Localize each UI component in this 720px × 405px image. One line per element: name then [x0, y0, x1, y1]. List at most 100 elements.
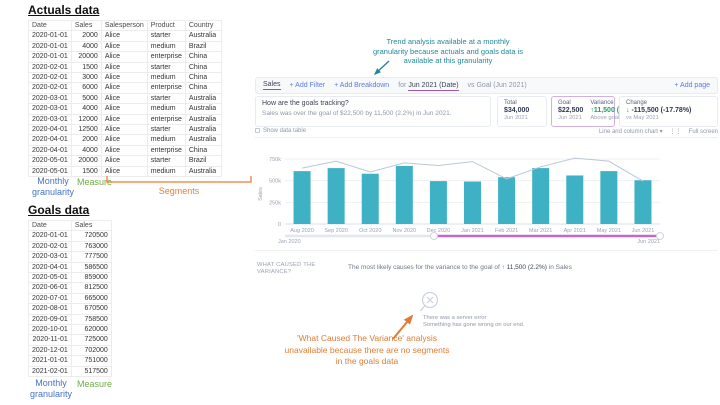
goals-table: Date Sales 2020-01-01 720500 2020-02-01 76300… [28, 219, 112, 378]
table-row: 2020-08-01 670500 [28, 303, 112, 315]
sales-bar[interactable] [429, 181, 447, 224]
table-row: 2020-01-01 20000 Alice enterprise China [28, 51, 222, 63]
app-toolbar: Sales + Add Filter + Add Breakdown for J… [255, 77, 718, 94]
x-tick-label: Apr 2021 [564, 228, 586, 234]
server-error-icon [420, 291, 439, 312]
chart-controls-row: Show data table Line and column chart ▾ … [255, 128, 718, 135]
actuals-segments-label: Segments [158, 186, 200, 196]
header-row: Date Sales Salesperson Product Country [28, 19, 222, 32]
table-row: 2020-03-01 4000 Alice medium Australia [28, 103, 222, 115]
y-tick-label: 250k [269, 200, 281, 206]
date-range-slider [285, 232, 664, 240]
sales-bar[interactable] [600, 171, 618, 224]
sales-bar[interactable] [361, 173, 379, 224]
table-row: 2020-02-01 3000 Alice medium China [28, 72, 222, 84]
column-header: Date [28, 219, 72, 232]
server-error-text: There was a server error Something has g… [423, 315, 525, 328]
sales-bar[interactable] [634, 180, 652, 224]
y-tick-label: 750k [269, 157, 281, 163]
table-row: 2020-02-01 6000 Alice enterprise China [28, 82, 222, 94]
kpi-change-card[interactable]: Change ↓ -115,500 (-17.78%) vs May 2021 [619, 96, 718, 127]
column-header: Sales [70, 219, 112, 232]
vs-goal-label[interactable]: vs Goal (Jun 2021) [467, 82, 527, 89]
table-row: 2021-02-01 517500 [28, 365, 112, 378]
chart-type-dropdown[interactable]: Line and column chart ▾ [598, 129, 663, 135]
add-breakdown-button[interactable]: + Add Breakdown [334, 82, 390, 89]
up-arrow-icon: ↑ [501, 264, 505, 271]
add-page-button[interactable]: + Add page [674, 82, 710, 89]
question-title: How are the goals tracking? [262, 100, 349, 107]
segments-bracket [106, 176, 252, 183]
variance-value: ↑11,500 (2.2%) [590, 107, 638, 114]
period-selector[interactable]: for Jun 2021 (Date) [398, 82, 459, 91]
grip-icon: ⋮⋮ [669, 129, 682, 135]
actuals-table: Date Sales Salesperson Product Country 2020-0… [28, 19, 222, 178]
table-row: 2020-05-01 20000 Alice starter Brazil [28, 155, 222, 167]
actuals-granularity-label: Monthly granularity [31, 176, 75, 197]
change-value: ↓ -115,500 (-17.78%) [626, 107, 692, 114]
goals-granularity-label: Monthly granularity [29, 378, 73, 399]
table-row: 2020-09-01 758500 [28, 313, 112, 326]
x-tick-label: Oct 2020 [359, 228, 381, 234]
sales-bar[interactable] [498, 177, 516, 224]
full-screen-button[interactable]: Full screen [688, 128, 718, 135]
goal-line [301, 157, 644, 182]
sales-bar[interactable] [327, 168, 345, 224]
column-header: Country [184, 19, 222, 32]
table-row: 2020-12-01 702000 [28, 344, 112, 357]
up-arrow-icon: ↑ [590, 107, 594, 114]
table-row: 2020-03-01 5000 Alice starter Australia [28, 92, 222, 105]
column-header: Date [28, 19, 72, 32]
sales-bar[interactable] [532, 168, 550, 224]
question-summary: Sales was over the goal of $22,500 by 11… [262, 110, 452, 117]
x-tick-label: Dec 2020 [427, 228, 451, 234]
table-row: 2020-04-01 586500 [28, 261, 112, 274]
column-header: Sales [70, 19, 102, 32]
kpi-total-card[interactable]: Total $34,000 Jun 2021 [497, 96, 547, 127]
show-data-table-toggle[interactable]: Show data table [255, 128, 306, 135]
column-header: Product [146, 19, 186, 32]
variance-sentence: The most likely causes for the variance … [348, 264, 572, 271]
sales-bar[interactable] [293, 171, 311, 224]
goal-value: $22,500 [558, 107, 584, 114]
sales-bar[interactable] [464, 181, 481, 224]
toolbar-measure[interactable]: Sales [263, 81, 281, 90]
slider-start-label: Jan 2020 [278, 239, 301, 245]
checkbox-icon[interactable] [255, 128, 260, 134]
x-tick-label: Nov 2020 [393, 228, 417, 234]
y-axis-title: Sales [258, 187, 264, 201]
goal-tracking-card: How are the goals tracking? Sales was ov… [255, 96, 491, 127]
kpi-goal-variance-card[interactable]: Goal $22,500 Jun 2021 Variance ↑11,500 (… [551, 96, 637, 127]
trend-annotation: Trend analysis available at a monthly gr… [372, 37, 524, 65]
x-tick-label: Mar 2021 [529, 228, 552, 234]
add-filter-button[interactable]: + Add Filter [289, 82, 326, 89]
x-tick-label: Aug 2020 [290, 228, 314, 234]
goals-title: Goals data [28, 203, 90, 217]
slider-handle-left[interactable] [430, 232, 438, 240]
table-row: 2020-05-01 1500 Alice medium Australia [28, 165, 222, 178]
actuals-title: Actuals data [28, 3, 100, 17]
y-tick-label: 500k [269, 179, 281, 185]
sales-bar[interactable] [566, 175, 584, 224]
x-tick-label: Feb 2021 [495, 228, 518, 234]
table-row: 2020-03-01 12000 Alice enterprise Australia [28, 113, 222, 126]
x-tick-label: May 2021 [597, 228, 621, 234]
table-row: 2020-03-01 777500 [28, 251, 112, 263]
table-row: 2020-04-01 12500 Alice starter Australia [28, 124, 222, 136]
sales-bar[interactable] [395, 165, 413, 224]
x-tick-label: Sep 2020 [324, 228, 348, 234]
table-row: 2020-01-01 4000 Alice medium Brazil [28, 40, 222, 53]
table-row: 2021-01-01 751000 [28, 355, 112, 367]
slider-handle-right[interactable] [656, 232, 664, 240]
table-row: 2020-11-01 725000 [28, 334, 112, 346]
column-header: Salesperson [100, 19, 148, 32]
actuals-measure-label: Measure [77, 177, 113, 187]
sales-goal-chart: 0 250k 500k 750k Aug 2020 Sep 2020 Oct 2020 Nov… [258, 157, 660, 234]
table-row: 2020-06-01 812500 [28, 282, 112, 294]
total-value: $34,000 [504, 107, 530, 114]
teal-arrow-icon [373, 60, 390, 75]
period-value[interactable]: Jun 2021 (Date) [408, 82, 459, 91]
variance-section-label: WHAT CAUSED THE VARIANCE? [257, 262, 316, 275]
x-tick-label: Jan 2021 [461, 228, 484, 234]
